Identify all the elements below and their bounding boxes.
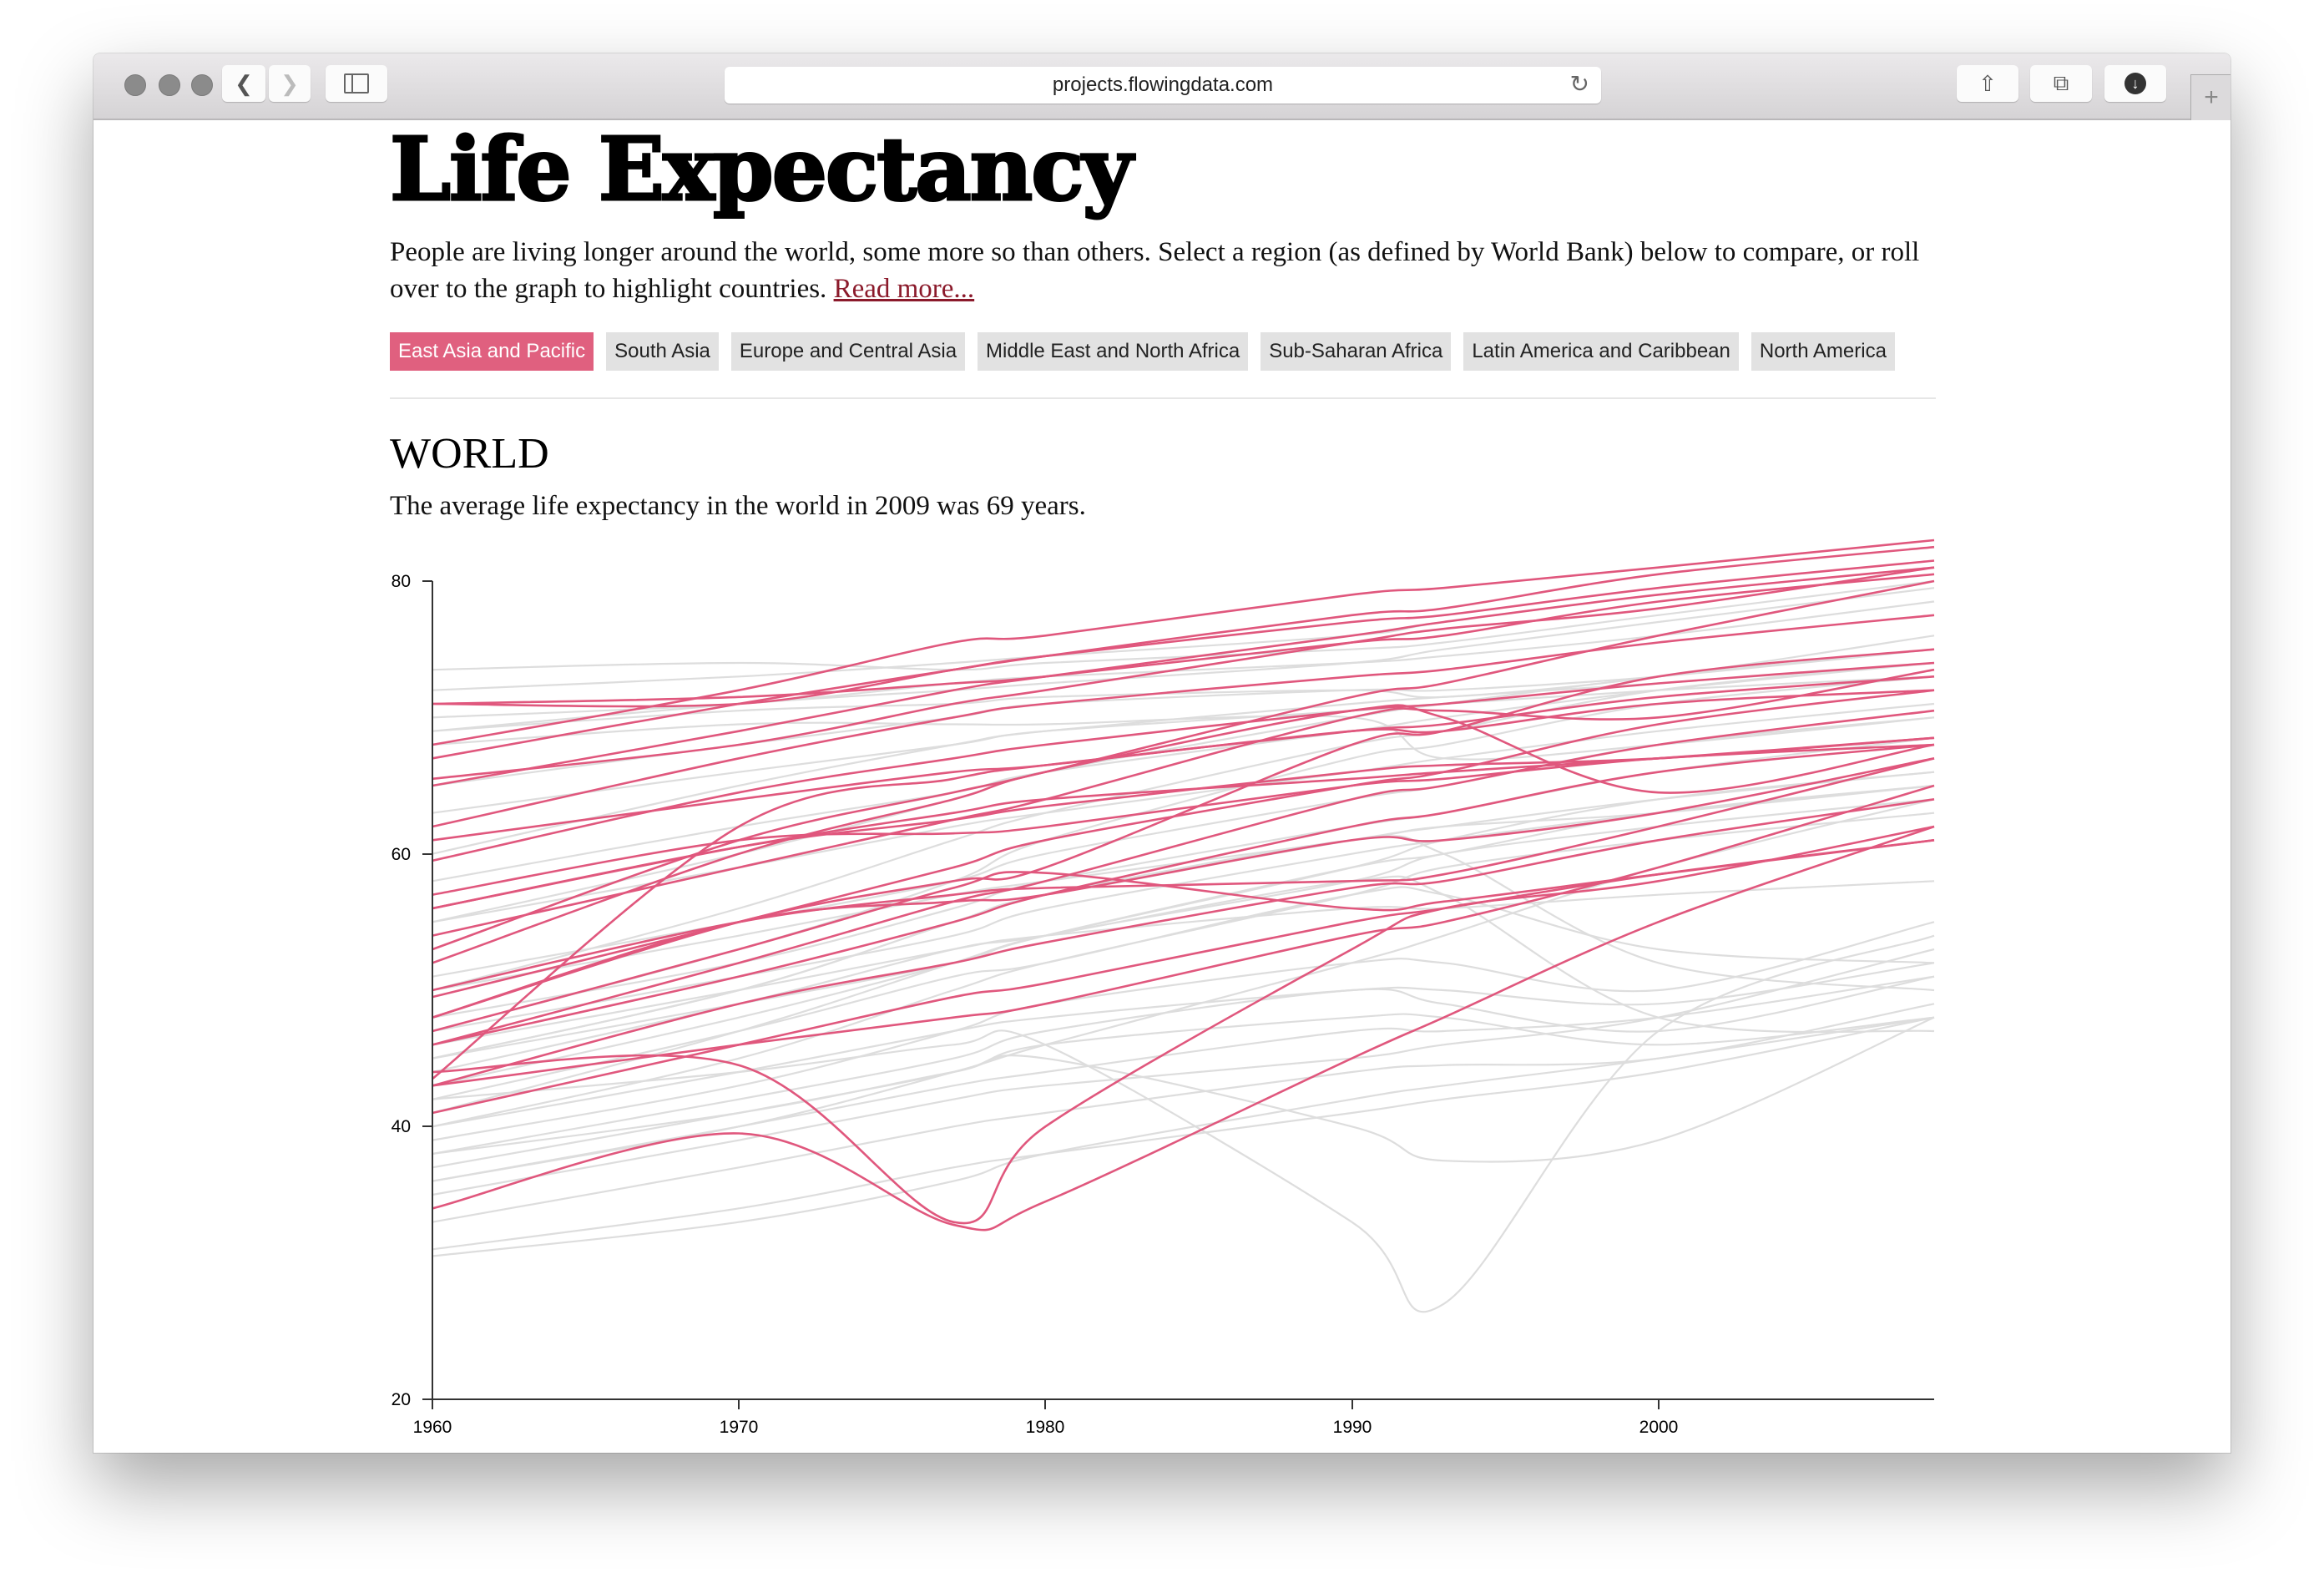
address-bar[interactable]: projects.flowingdata.com ↻: [725, 67, 1601, 104]
region-button-middle-east-north-africa[interactable]: Middle East and North Africa: [978, 332, 1249, 371]
highlighted-country-line[interactable]: [432, 614, 1935, 828]
x-tick-1990: 1990: [1333, 1399, 1372, 1437]
highlighted-country-line[interactable]: [432, 689, 1935, 842]
new-tab-icon: +: [2204, 83, 2219, 111]
highlighted-country-line[interactable]: [432, 566, 1935, 787]
country-line[interactable]: [432, 675, 1935, 814]
highlighted-country-line[interactable]: [432, 573, 1935, 705]
highlighted-country-line[interactable]: [432, 825, 1935, 1225]
divider: [390, 397, 1936, 399]
read-more-link[interactable]: Read more...: [833, 274, 975, 304]
sidebar-button[interactable]: [326, 65, 387, 102]
downloads-button[interactable]: ↓: [2104, 65, 2166, 102]
intro-body: People are living longer around the worl…: [390, 237, 1920, 304]
x-tick-label: 1980: [1026, 1418, 1065, 1437]
highlighted-country-line[interactable]: [432, 839, 1935, 1033]
country-line[interactable]: [432, 948, 1935, 1196]
y-tick-label: 20: [392, 1390, 411, 1409]
region-button-east-asia-pacific[interactable]: East Asia and Pacific: [390, 332, 594, 371]
minimize-window-button[interactable]: [159, 74, 180, 96]
x-tick-1980: 1980: [1026, 1399, 1065, 1437]
highlighted-country-line[interactable]: [432, 539, 1935, 746]
url-text: projects.flowingdata.com: [1052, 73, 1274, 96]
highlighted-country-line[interactable]: [432, 784, 1935, 1087]
back-icon: ❮: [235, 70, 253, 96]
x-tick-2000: 2000: [1639, 1399, 1679, 1437]
page-content: Life Expectancy People are living longer…: [93, 120, 2231, 1453]
country-line[interactable]: [432, 1013, 1935, 1169]
country-line[interactable]: [432, 771, 1935, 1087]
country-line[interactable]: [432, 798, 1935, 1060]
country-line[interactable]: [432, 736, 1935, 1019]
highlighted-country-line[interactable]: [432, 709, 1935, 1046]
highlighted-country-line[interactable]: [432, 704, 1935, 964]
close-window-button[interactable]: [124, 74, 146, 96]
zoom-window-button[interactable]: [191, 74, 213, 96]
country-line[interactable]: [432, 661, 1935, 883]
browser-window: ❮ ❯ projects.flowingdata.com ↻ ⇧ ⧉ ↓ + L…: [93, 53, 2231, 1453]
y-tick-80: 80: [392, 572, 432, 591]
highlighted-country-line[interactable]: [432, 689, 1935, 999]
highlighted-country-line[interactable]: [432, 825, 1935, 1231]
x-tick-1960: 1960: [413, 1399, 452, 1437]
y-tick-label: 80: [392, 572, 411, 591]
share-icon: ⇧: [1978, 70, 1997, 96]
highlighted-country-line[interactable]: [432, 661, 1935, 862]
share-button[interactable]: ⇧: [1957, 65, 2018, 102]
x-tick-label: 2000: [1639, 1418, 1679, 1437]
region-button-latin-america-caribbean[interactable]: Latin America and Caribbean: [1463, 332, 1739, 371]
y-tick-60: 60: [392, 845, 432, 864]
highlighted-country-line[interactable]: [432, 559, 1935, 708]
highlighted-country-line[interactable]: [432, 566, 1935, 781]
y-tick-20: 20: [392, 1390, 432, 1409]
page-title: Life Expectancy: [388, 118, 1134, 220]
section-title: WORLD: [390, 430, 549, 478]
region-button-north-america[interactable]: North America: [1751, 332, 1895, 371]
highlighted-country-line[interactable]: [432, 736, 1935, 910]
x-tick-label: 1970: [720, 1418, 759, 1437]
sidebar-icon: [344, 73, 369, 94]
y-tick-40: 40: [392, 1117, 432, 1136]
y-tick-label: 40: [392, 1117, 411, 1136]
back-button[interactable]: ❮: [222, 65, 265, 102]
new-tab-button[interactable]: +: [2190, 74, 2231, 120]
highlighted-country-line[interactable]: [432, 798, 1935, 1087]
section-subtitle: The average life expectancy in the world…: [390, 491, 1086, 521]
country-line[interactable]: [432, 1016, 1935, 1257]
highlighted-country-line[interactable]: [432, 743, 1935, 1046]
highlighted-country-lines: [432, 539, 1935, 1231]
reload-icon[interactable]: ↻: [1569, 71, 1589, 97]
x-tick-1970: 1970: [720, 1399, 759, 1437]
forward-icon: ❯: [280, 70, 299, 96]
intro-text: People are living longer around the worl…: [390, 234, 1943, 307]
region-button-sub-saharan-africa[interactable]: Sub-Saharan Africa: [1261, 332, 1452, 371]
tabs-button[interactable]: ⧉: [2030, 65, 2092, 102]
highlighted-country-line[interactable]: [432, 668, 1935, 937]
browser-toolbar: ❮ ❯ projects.flowingdata.com ↻ ⇧ ⧉ ↓ +: [93, 53, 2231, 120]
y-tick-label: 60: [392, 845, 411, 864]
x-tick-label: 1960: [413, 1418, 452, 1437]
tabs-icon: ⧉: [2053, 70, 2069, 95]
country-line[interactable]: [432, 921, 1935, 1141]
country-line[interactable]: [432, 975, 1935, 1156]
life-expectancy-chart[interactable]: 80 60 40 20 1960 1970 1980 1990 2000: [93, 53, 2231, 1453]
country-line[interactable]: [432, 886, 1935, 1100]
region-selector: East Asia and Pacific South Asia Europe …: [390, 332, 1895, 371]
x-tick-label: 1990: [1333, 1418, 1372, 1437]
country-line[interactable]: [432, 962, 1935, 1128]
forward-button[interactable]: ❯: [269, 65, 311, 102]
download-icon: ↓: [2124, 73, 2146, 94]
region-button-europe-central-asia[interactable]: Europe and Central Asia: [730, 332, 966, 371]
region-button-south-asia[interactable]: South Asia: [606, 332, 719, 371]
country-line[interactable]: [432, 1016, 1935, 1163]
